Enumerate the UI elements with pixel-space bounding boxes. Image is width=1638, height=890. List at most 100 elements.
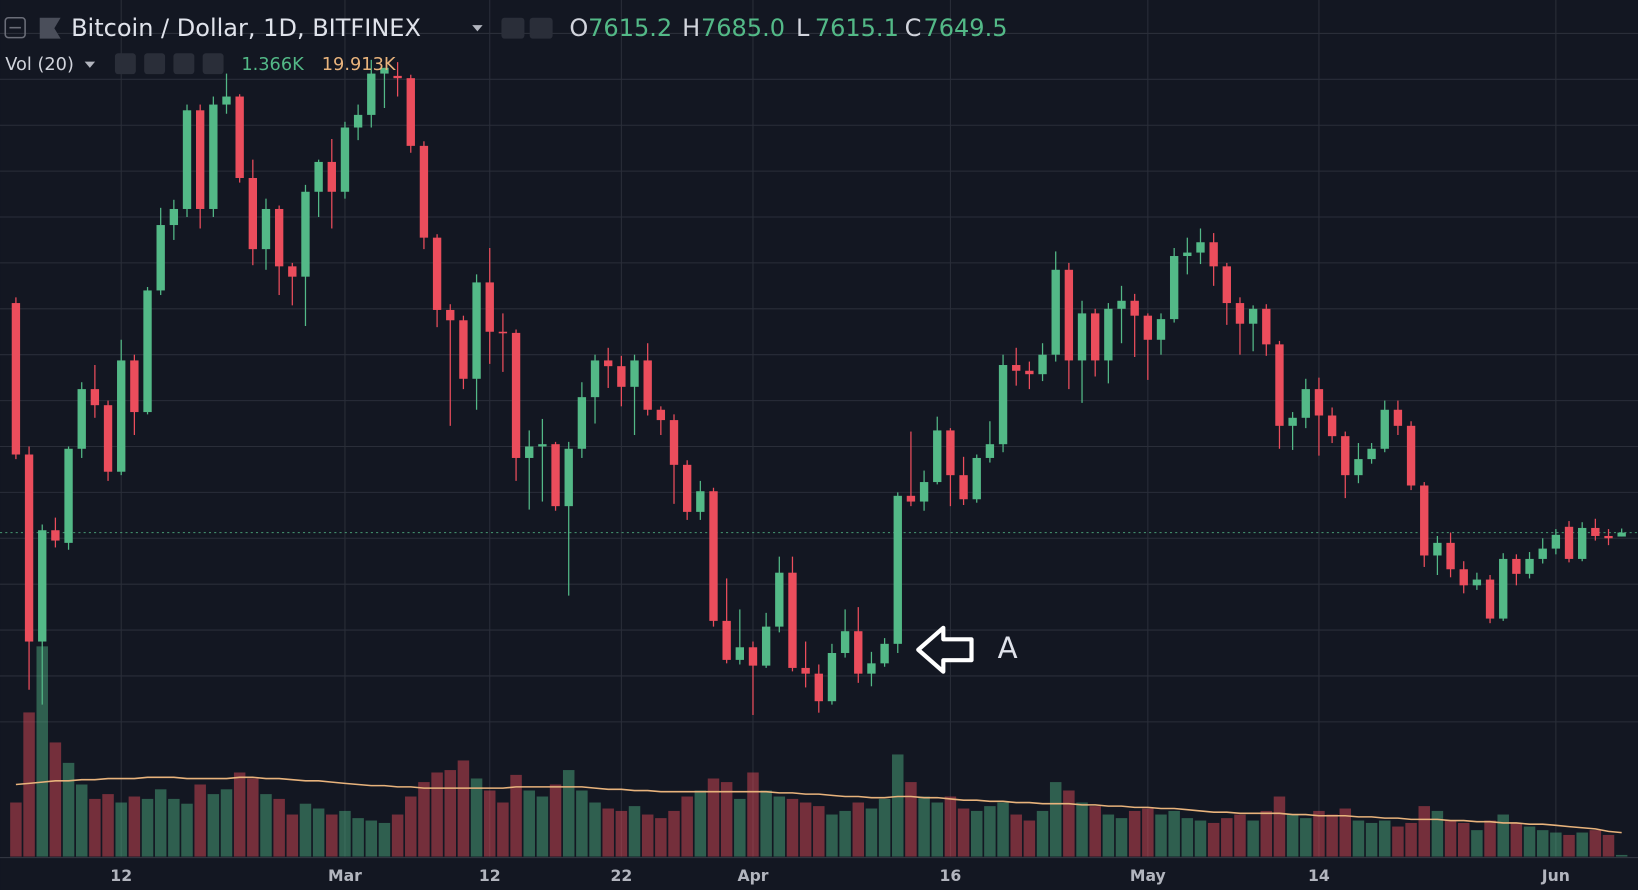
volume-bar <box>483 790 496 857</box>
volume-bar <box>694 790 707 857</box>
volume-bar <box>352 818 364 857</box>
candle-body <box>353 114 363 128</box>
volume-bar <box>168 798 180 857</box>
volume-bar <box>878 798 891 857</box>
volume-bar <box>602 808 614 857</box>
volume-bar <box>299 803 312 857</box>
volume-bar <box>207 794 220 857</box>
volume-bar <box>1128 810 1141 857</box>
candle-body <box>11 303 21 455</box>
eye-icon[interactable] <box>501 17 525 39</box>
volume-bar <box>720 782 733 857</box>
candle-body <box>1156 319 1166 340</box>
symbol-dropdown[interactable] <box>472 25 483 32</box>
volume-title[interactable]: Vol (20) <box>5 55 74 75</box>
annotation-label: A <box>998 631 1018 665</box>
volume-bar <box>1076 802 1088 857</box>
volume-bar <box>1339 808 1352 857</box>
flag-icon[interactable] <box>39 17 61 39</box>
candle-body <box>1064 269 1074 361</box>
candle-body <box>1183 252 1192 257</box>
volume-bar <box>1576 832 1588 857</box>
candle-body <box>274 208 284 267</box>
volume-bar <box>115 802 127 857</box>
candle-body <box>235 96 244 178</box>
candle-body <box>525 446 534 458</box>
settings-icon[interactable] <box>529 17 553 39</box>
volume-bar <box>549 784 562 857</box>
candle-body <box>604 360 613 367</box>
candle-body <box>196 110 205 209</box>
volume-bar <box>128 796 141 857</box>
volume-bar <box>1431 810 1444 857</box>
x-tick-label: May <box>1130 866 1166 885</box>
volume-bar <box>655 818 667 857</box>
volume-bar <box>378 822 391 857</box>
candle-body <box>459 320 468 379</box>
candle-body <box>722 620 731 660</box>
volume-bar <box>1207 822 1220 857</box>
volume-bar <box>1563 834 1575 857</box>
volume-ma-line <box>15 776 1622 834</box>
volume-bar <box>562 770 575 857</box>
volume-bar <box>23 712 35 857</box>
ohlc-value: 7649.5 <box>923 14 1007 42</box>
volume-remove-icon[interactable] <box>202 53 224 75</box>
volume-bar <box>10 802 22 857</box>
candle-body <box>1472 579 1482 586</box>
candle-body <box>1617 532 1626 537</box>
volume-bar <box>194 784 206 857</box>
candle-body <box>1117 300 1126 309</box>
volume-bar <box>260 794 272 857</box>
volume-bar <box>36 646 48 857</box>
volume-bar <box>839 810 851 857</box>
volume-bar <box>1471 830 1483 857</box>
volume-bar <box>1260 810 1273 857</box>
volume-bar <box>273 798 285 857</box>
volume-bar <box>1510 822 1523 857</box>
volume-bar <box>62 762 75 857</box>
candle-body <box>1604 535 1613 539</box>
candle-body <box>1051 269 1060 355</box>
candle-body <box>972 457 981 500</box>
volume-bar <box>747 772 759 857</box>
volume-add-icon[interactable] <box>173 53 195 75</box>
candle-body <box>985 444 995 458</box>
candle-body <box>419 145 429 238</box>
volume-bar <box>997 802 1009 857</box>
volume-bar <box>707 778 720 857</box>
candle-body <box>169 208 179 226</box>
volume-bar <box>681 796 693 857</box>
volume-ma-value: 19.913K <box>322 55 397 75</box>
candle-body <box>1025 370 1034 375</box>
volume-bar <box>813 806 825 857</box>
collapse-icon[interactable] <box>4 16 26 39</box>
volume-settings-icon[interactable] <box>144 53 166 75</box>
candle-body <box>788 572 797 668</box>
volume-bar <box>286 814 299 857</box>
candle-body <box>156 225 165 291</box>
volume-bar <box>970 810 983 857</box>
candle-body <box>380 67 389 74</box>
volume-eye-icon[interactable] <box>114 53 136 75</box>
candle-body <box>261 208 271 250</box>
volume-bar <box>247 778 259 857</box>
candle-body <box>1104 308 1113 361</box>
symbol-title[interactable]: Bitcoin / Dollar, 1D, BITFINEX <box>71 14 421 42</box>
volume-bar <box>1523 826 1536 857</box>
candle-body <box>130 360 139 413</box>
volume-bar <box>141 798 154 857</box>
volume-dropdown[interactable] <box>84 61 96 68</box>
candle-body <box>617 366 626 387</box>
time-axis: 12 Mar 12 22 Apr 16 May 14 Jun <box>110 866 1570 885</box>
volume-bar <box>865 808 878 857</box>
candle-body <box>748 647 758 666</box>
candle-body <box>1420 485 1429 556</box>
volume-bar <box>1484 820 1496 857</box>
candle-body <box>1262 308 1271 345</box>
volume-bar <box>852 802 865 857</box>
candle-body <box>1314 389 1324 416</box>
volume-bar <box>1036 810 1049 857</box>
candle-body <box>630 360 639 387</box>
